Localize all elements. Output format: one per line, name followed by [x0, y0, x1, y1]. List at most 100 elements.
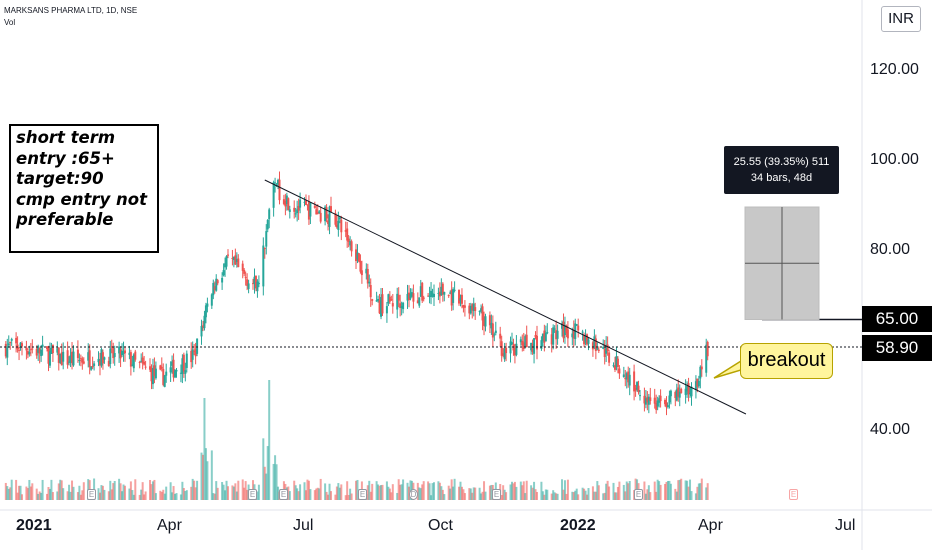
candle-body: [338, 217, 341, 220]
volume-series: [4, 380, 709, 500]
last-price-label: 58.90: [862, 335, 932, 361]
candle-body: [278, 179, 281, 201]
earnings-event-marker[interactable]: E: [248, 489, 257, 500]
volume-bar: [565, 493, 568, 500]
breakout-callout[interactable]: breakout: [740, 343, 833, 379]
candle-body: [185, 353, 188, 368]
volume-bar: [349, 488, 352, 500]
candle-body: [234, 255, 237, 265]
candle-body: [151, 367, 154, 385]
candle-body: [324, 206, 327, 222]
volume-bar: [400, 484, 403, 500]
volume-bar: [490, 484, 493, 500]
candle-body: [56, 348, 59, 353]
volume-bar: [519, 481, 522, 500]
volume-bar: [666, 480, 669, 500]
candle-body: [375, 300, 378, 302]
volume-bar: [399, 484, 402, 500]
candle-body: [525, 334, 528, 348]
candle-body: [59, 353, 62, 363]
candle-body: [235, 259, 238, 263]
candle-body: [247, 283, 250, 289]
volume-bar: [468, 488, 471, 500]
volume-bar: [257, 484, 260, 500]
volume-bar: [656, 479, 659, 500]
candle-body: [416, 300, 419, 304]
volume-bar: [200, 452, 203, 500]
volume-bar: [597, 485, 600, 500]
candle-body: [428, 295, 431, 298]
volume-bar: [309, 489, 312, 500]
volume-bar: [293, 480, 296, 500]
candle-body: [169, 367, 172, 373]
candle-body: [100, 349, 103, 366]
symbol-title: MARKSANS PHARMA LTD, 1D, NSE: [4, 6, 138, 15]
volume-bar: [141, 482, 144, 500]
volume-bar: [140, 489, 143, 500]
candle-body: [644, 398, 647, 405]
volume-bar: [118, 478, 121, 500]
candle-body: [407, 292, 410, 301]
volume-bar: [113, 481, 116, 500]
candle-body: [359, 261, 362, 272]
candle-body: [655, 402, 658, 410]
measure-box[interactable]: [744, 206, 820, 320]
candle-body: [481, 306, 484, 321]
volume-bar: [134, 479, 137, 500]
candle-body: [6, 346, 9, 358]
volume-bar: [76, 492, 79, 500]
volume-bar: [347, 494, 350, 500]
measure-bars: 34 bars, 48d: [750, 172, 813, 184]
candle-body: [107, 360, 110, 366]
earnings-event-marker[interactable]: E: [358, 489, 367, 500]
volume-bar: [575, 488, 578, 500]
volume-bar: [121, 491, 124, 500]
candle-body: [181, 358, 184, 375]
volume-bar: [15, 479, 18, 500]
volume-bar: [206, 461, 209, 500]
earnings-event-marker[interactable]: E: [492, 489, 501, 500]
candle-body: [334, 212, 337, 225]
candle-body: [368, 281, 371, 284]
volume-bar: [438, 482, 441, 500]
trendline[interactable]: [264, 179, 747, 415]
candle-body: [103, 357, 106, 360]
candle-body: [387, 294, 390, 304]
volume-bar: [540, 481, 543, 500]
volume-bar: [160, 491, 163, 500]
candle-body: [586, 334, 589, 345]
candle-body: [533, 338, 536, 354]
candle-body: [406, 293, 409, 301]
candle-body: [203, 315, 206, 329]
volume-bar: [433, 482, 435, 500]
upcoming-earnings-marker[interactable]: E: [789, 489, 798, 500]
volume-bar: [330, 491, 332, 500]
volume-bar: [232, 486, 235, 500]
candle-body: [524, 336, 527, 347]
earnings-event-marker[interactable]: E: [279, 489, 288, 500]
dividend-event-marker[interactable]: D: [409, 489, 418, 500]
candle-body: [649, 397, 652, 402]
candle-body: [510, 342, 513, 345]
volume-bar: [46, 493, 49, 500]
candle-body: [399, 303, 402, 308]
earnings-event-marker[interactable]: E: [634, 489, 643, 500]
volume-bar: [625, 481, 628, 500]
candle-body: [193, 351, 196, 353]
earnings-event-marker[interactable]: E: [87, 489, 96, 500]
volume-bar: [381, 484, 384, 500]
volume-bar: [18, 485, 21, 500]
volume-bar: [268, 380, 271, 500]
candle-body: [206, 303, 209, 307]
volume-bar: [615, 492, 618, 500]
volume-bar: [686, 480, 689, 500]
candle-body: [182, 354, 185, 372]
volume-bar: [356, 479, 359, 500]
candle-body: [380, 297, 383, 317]
candle-body: [581, 331, 584, 333]
currency-button[interactable]: INR: [881, 6, 921, 32]
volume-bar: [110, 489, 113, 500]
candle-body: [637, 385, 640, 393]
volume-bar: [649, 492, 652, 500]
